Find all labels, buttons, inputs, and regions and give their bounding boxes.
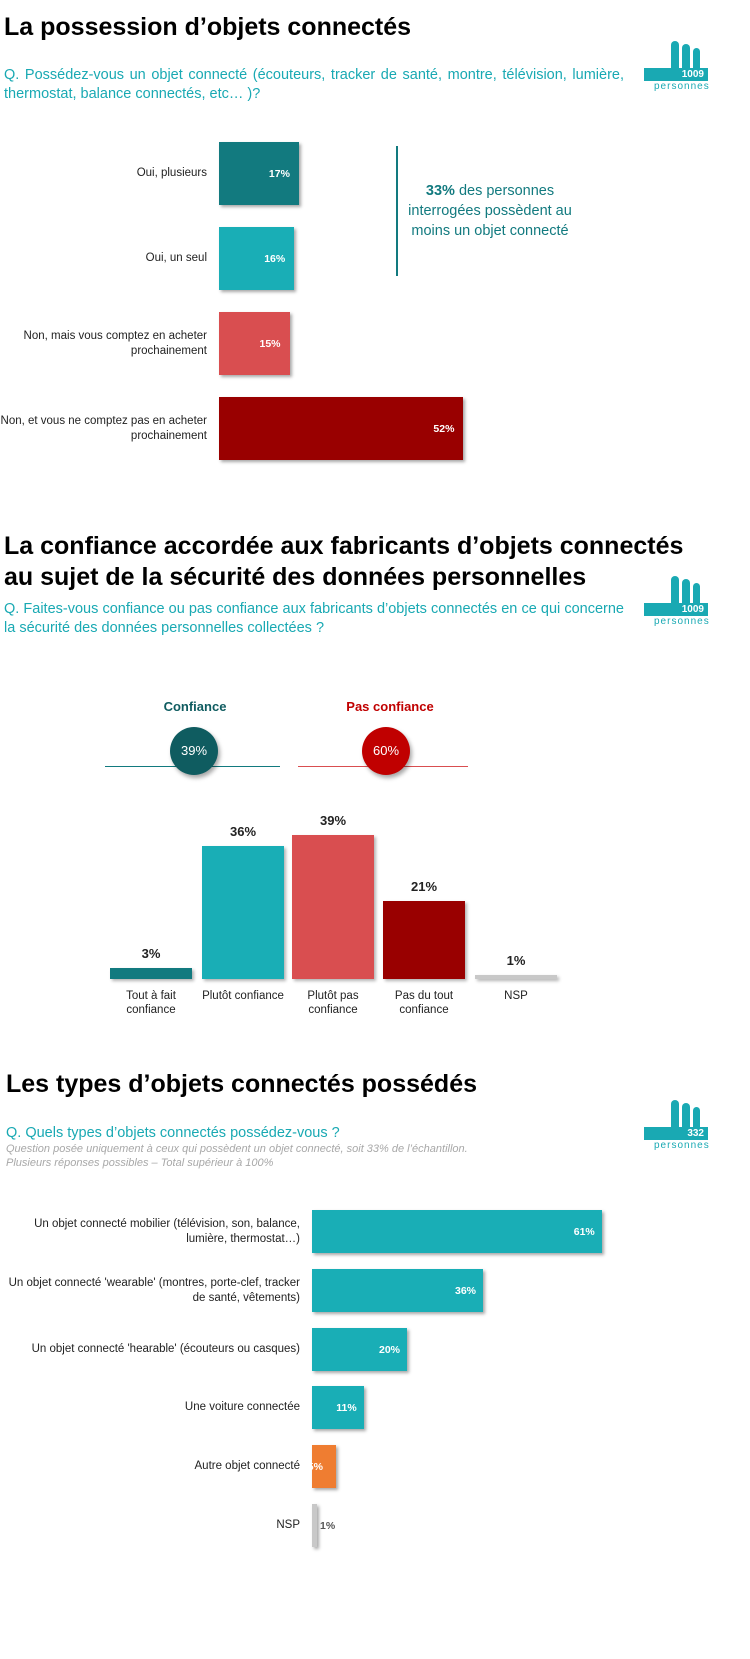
section2-title-line2: au sujet de la sécurité des données pers… bbox=[4, 563, 587, 591]
person-icon bbox=[693, 583, 700, 603]
bar-value-label: 20% bbox=[379, 1343, 401, 1356]
bar-category-label: Non, mais vous comptez en acheter procha… bbox=[23, 329, 207, 357]
respondents-badge-3: 332 personnes bbox=[644, 1099, 716, 1155]
person-icon bbox=[682, 44, 690, 68]
possession-callout: 33% des personnes interrogées possèdent … bbox=[400, 181, 580, 241]
bar bbox=[383, 901, 465, 979]
bar bbox=[219, 227, 295, 290]
bar-category-label: Oui, un seul bbox=[145, 251, 207, 264]
person-icon bbox=[682, 1103, 690, 1127]
bar-value-label: 1% bbox=[320, 1519, 336, 1532]
badge-label: personnes bbox=[654, 1140, 710, 1151]
bar-value-label: 36% bbox=[455, 1284, 477, 1297]
bar-category-label: Un objet connecté 'hearable' (écouteurs … bbox=[31, 1342, 300, 1355]
bar bbox=[219, 397, 464, 460]
bar-value-label: 61% bbox=[573, 1225, 595, 1238]
callout-bold: 33% bbox=[425, 183, 455, 199]
bar-value-label: 16% bbox=[264, 252, 286, 265]
bar-category-label: Oui, plusieurs bbox=[136, 166, 207, 179]
bar bbox=[292, 834, 374, 979]
bar-category-label: NSP bbox=[504, 990, 528, 1002]
bar-value-label: 36% bbox=[229, 823, 257, 839]
bar-value-label: 11% bbox=[336, 1401, 357, 1414]
badge-label: personnes bbox=[654, 81, 710, 92]
bar bbox=[312, 1269, 483, 1312]
bar-value-label: 1% bbox=[506, 953, 526, 968]
bar bbox=[312, 1386, 365, 1429]
bar bbox=[110, 967, 192, 979]
bar-category-label: NSP bbox=[276, 1518, 300, 1531]
section1-question: Q. Possédez-vous un objet connecté (écou… bbox=[4, 67, 624, 102]
bar-category-label: Un objet connecté 'wearable' (montres, p… bbox=[8, 1276, 300, 1304]
bar-value-label: 17% bbox=[268, 167, 290, 180]
callout-text: des personnes interrogées possèdent au m… bbox=[408, 183, 572, 239]
pas-confiance-circle: 60% bbox=[362, 727, 410, 775]
bar-value-label: 52% bbox=[433, 422, 455, 435]
person-icon bbox=[682, 579, 690, 603]
person-icon bbox=[671, 576, 679, 603]
person-icon bbox=[671, 41, 679, 68]
bar-category-label: Plutôt pas confiance bbox=[307, 990, 359, 1016]
bar-value-label: 21% bbox=[410, 879, 438, 895]
section2-title-line1: La confiance accordée aux fabricants d’o… bbox=[4, 532, 684, 560]
bar-category-label: Autre objet connecté bbox=[194, 1459, 301, 1472]
callout-divider bbox=[396, 146, 398, 276]
bar bbox=[312, 1504, 317, 1547]
section2-title: La confiance accordée aux fabricants d’o… bbox=[4, 531, 683, 593]
bar-category-label: Un objet connecté mobilier (télévision, … bbox=[34, 1217, 300, 1245]
bar bbox=[219, 142, 299, 205]
section3-question: Q. Quels types d’objets connectés posséd… bbox=[6, 1125, 340, 1141]
bar bbox=[202, 845, 284, 979]
badge-count: 332 bbox=[644, 1127, 708, 1140]
bar-category-label: Plutôt confiance bbox=[202, 990, 284, 1002]
bar-value-label: 3% bbox=[141, 945, 161, 961]
bar-category-label: Non, et vous ne comptez pas en acheter p… bbox=[0, 414, 207, 442]
pas-confiance-label: Pas confiance bbox=[346, 699, 434, 714]
bar-category-label: Une voiture connectée bbox=[184, 1400, 300, 1413]
bar bbox=[475, 975, 557, 979]
bar bbox=[219, 312, 290, 375]
person-icon bbox=[693, 1107, 700, 1127]
badge-count: 1009 bbox=[644, 603, 708, 616]
person-icon bbox=[671, 1100, 679, 1127]
badge-count: 1009 bbox=[644, 68, 708, 81]
section2-question: Q. Faites-vous confiance ou pas confianc… bbox=[4, 601, 624, 636]
section3-note-1: Question posée uniquement à ceux qui pos… bbox=[6, 1143, 468, 1155]
bar-value-label: 15% bbox=[259, 337, 281, 350]
confiance-circle: 39% bbox=[170, 727, 218, 775]
respondents-badge-2: 1009 personnes bbox=[644, 575, 716, 631]
bar bbox=[312, 1210, 602, 1253]
bar bbox=[312, 1328, 407, 1371]
badge-label: personnes bbox=[654, 616, 710, 627]
bar-category-label: Tout à fait confiance bbox=[126, 990, 176, 1016]
confiance-label: Confiance bbox=[163, 699, 227, 714]
section1-title: La possession d’objets connectés bbox=[4, 13, 412, 41]
section3-note-2: Plusieurs réponses possibles – Total sup… bbox=[6, 1157, 274, 1169]
bar-category-label: Pas du tout confiance bbox=[394, 990, 454, 1016]
bar bbox=[312, 1445, 336, 1488]
person-icon bbox=[693, 48, 700, 68]
respondents-badge-1: 1009 personnes bbox=[644, 40, 716, 96]
bar-value-label: 5% bbox=[307, 1460, 323, 1473]
bar-value-label: 39% bbox=[319, 812, 347, 828]
section3-title: Les types d’objets connectés possédés bbox=[6, 1070, 477, 1098]
